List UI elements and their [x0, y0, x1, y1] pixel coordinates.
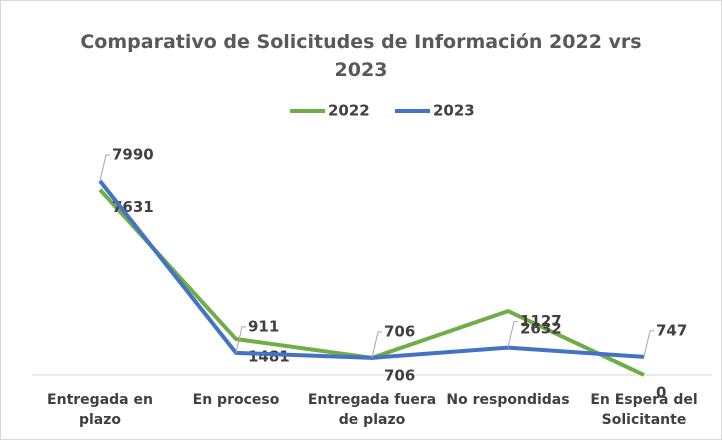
label-leader [235, 326, 246, 353]
label-leader [507, 321, 518, 348]
x-tick-label: Entregada fuera de plazo [307, 392, 437, 428]
label-leader [371, 331, 382, 358]
data-label: 706 [384, 322, 415, 340]
data-label: 0 [656, 384, 666, 402]
data-label: 7990 [112, 146, 154, 164]
legend-label: 2022 [328, 102, 370, 120]
data-label: 747 [656, 321, 687, 339]
data-label: 2632 [520, 320, 562, 338]
legend-label: 2023 [433, 102, 475, 120]
data-label: 706 [384, 366, 415, 384]
x-tick-label: No respondidas [446, 392, 570, 408]
x-tick-label: Entregada en plazo [47, 392, 153, 428]
x-tick-label: En Espera del Solicitante [590, 392, 698, 428]
chart-title: Comparativo de Solicitudes de Informació… [80, 31, 642, 81]
label-leader [99, 154, 110, 182]
label-leader [643, 330, 654, 357]
data-label: 911 [248, 317, 279, 335]
series-line [98, 179, 645, 360]
data-label: 1127 [520, 312, 562, 330]
x-tick-label: En proceso [192, 392, 280, 408]
